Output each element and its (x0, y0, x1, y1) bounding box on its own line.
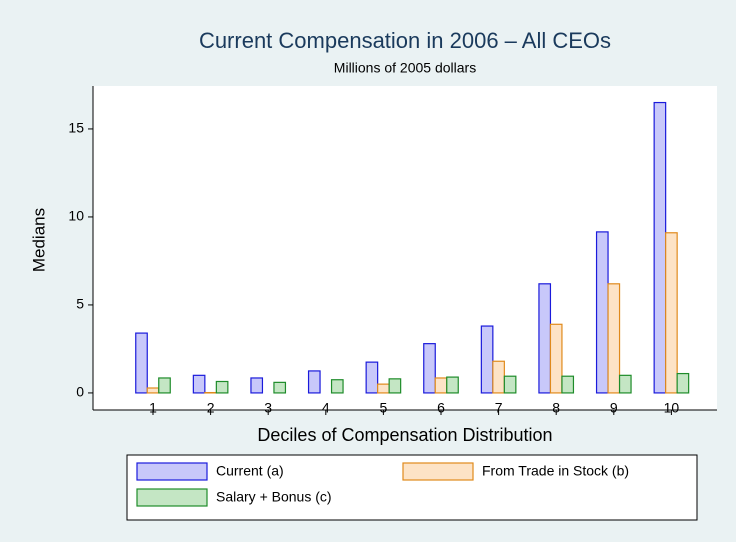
bar (595, 231, 609, 394)
x-tick-label: 10 (664, 400, 680, 416)
bar (273, 381, 287, 394)
y-axis-label: Medians (29, 208, 48, 272)
x-tick-label: 7 (495, 400, 503, 416)
bar (607, 283, 621, 394)
plot-area (93, 86, 717, 410)
y-tick-label: 5 (76, 296, 84, 312)
y-tick-label: 0 (76, 384, 84, 400)
bar (492, 360, 505, 394)
chart-subtitle: Millions of 2005 dollars (334, 60, 476, 76)
bar (503, 375, 517, 394)
bar (446, 376, 459, 394)
bar (653, 101, 667, 394)
bar (434, 377, 448, 394)
bar (377, 383, 390, 394)
bar (561, 375, 575, 394)
x-tick-label: 9 (610, 400, 618, 416)
bar (158, 377, 171, 394)
x-tick-label: 3 (264, 400, 272, 416)
x-tick-label: 2 (207, 400, 215, 416)
y-tick-label: 10 (68, 208, 84, 224)
bar (215, 380, 229, 394)
bar (538, 283, 552, 394)
bar (146, 387, 160, 394)
bar (423, 343, 436, 394)
legend-swatch (136, 488, 208, 507)
bar (388, 378, 402, 394)
bar (192, 374, 206, 394)
x-tick-label: 8 (552, 400, 560, 416)
legend-label: From Trade in Stock (b) (482, 463, 629, 479)
y-tick-label: 15 (68, 120, 84, 136)
bar (250, 377, 264, 394)
legend-label: Current (a) (216, 463, 284, 479)
bar (365, 361, 379, 394)
bar (480, 325, 494, 394)
bar (676, 372, 690, 394)
chart-title: Current Compensation in 2006 – All CEOs (199, 28, 611, 53)
x-tick-label: 1 (149, 400, 157, 416)
bar (330, 379, 344, 394)
bar (618, 374, 632, 394)
legend-label: Salary + Bonus (c) (216, 489, 332, 505)
x-axis-label: Deciles of Compensation Distribution (257, 425, 552, 445)
legend-swatch (402, 462, 474, 481)
x-tick-label: 4 (322, 400, 330, 416)
bar (549, 323, 563, 394)
x-tick-label: 5 (380, 400, 388, 416)
x-tick-label: 6 (437, 400, 445, 416)
legend-swatch (136, 462, 208, 481)
bar (135, 332, 148, 394)
bar (665, 232, 678, 394)
bar (307, 370, 321, 394)
